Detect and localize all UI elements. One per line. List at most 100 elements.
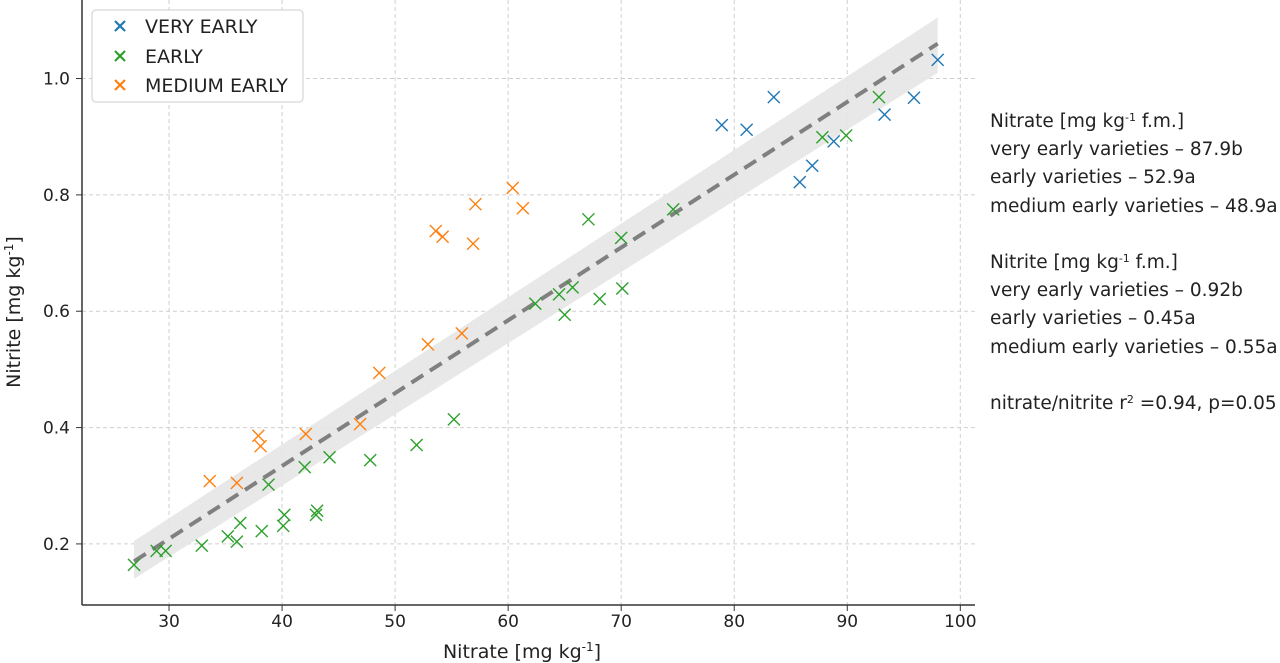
- data-point-early: [309, 508, 323, 522]
- data-point-very-early: [931, 53, 945, 67]
- marker-stroke: [447, 412, 461, 426]
- y-tick-label: 0.4: [43, 419, 70, 439]
- data-point-early: [581, 212, 595, 226]
- marker-stroke: [827, 134, 841, 148]
- data-point-early: [872, 90, 886, 104]
- marker-stroke: [309, 508, 323, 522]
- data-point-medium-early: [353, 417, 367, 431]
- data-point-early: [839, 129, 853, 143]
- legend-box: [91, 9, 304, 103]
- x-tick-label: 50: [384, 612, 406, 632]
- marker-stroke: [114, 20, 126, 32]
- marker-stroke: [552, 287, 566, 301]
- marker-stroke: [793, 175, 807, 189]
- data-point-early: [615, 282, 629, 296]
- marker-stroke: [931, 53, 945, 67]
- data-point-early: [150, 544, 164, 558]
- data-point-very-early: [715, 118, 729, 132]
- marker-stroke: [255, 524, 269, 538]
- data-point-early: [255, 524, 269, 538]
- data-point-early: [666, 202, 680, 216]
- nitrite-stat-line: early varieties – 0.45a: [990, 308, 1196, 330]
- data-point-medium-early: [203, 474, 217, 488]
- marker-stroke: [468, 197, 482, 211]
- marker-stroke: [767, 90, 781, 104]
- y-tick-label: 0.6: [43, 302, 70, 322]
- marker-stroke: [262, 478, 276, 492]
- data-point-very-early: [878, 108, 892, 122]
- data-point-early: [262, 478, 276, 492]
- y-tick-label: 0.2: [43, 535, 70, 555]
- marker-stroke: [251, 429, 265, 443]
- marker-stroke: [299, 427, 313, 441]
- data-point-medium-early: [230, 476, 244, 490]
- data-point-early: [558, 308, 572, 322]
- marker-stroke: [907, 91, 921, 105]
- marker-stroke: [310, 504, 324, 518]
- data-point-medium-early: [468, 197, 482, 211]
- y-axis-label: Nitrite [mg kg-1]: [2, 236, 25, 388]
- data-point-medium-early: [251, 429, 265, 443]
- marker-stroke: [516, 201, 530, 215]
- data-point-medium-early: [516, 201, 530, 215]
- x-tick-label: 70: [610, 612, 632, 632]
- marker-stroke: [298, 460, 312, 474]
- nitrite-stats-header: Nitrite [mg kg-1 f.m.]: [990, 252, 1178, 273]
- nitrite-stats-block: Nitrite [mg kg-1 f.m.] very early variet…: [990, 249, 1278, 362]
- data-point-early: [323, 450, 337, 464]
- data-point-medium-early: [466, 237, 480, 251]
- x-tick-label: 80: [723, 612, 745, 632]
- marker-stroke: [221, 529, 235, 543]
- marker-stroke: [203, 474, 217, 488]
- data-point-early: [410, 438, 424, 452]
- data-point-medium-early: [254, 439, 268, 453]
- legend-marker-very-early: [114, 20, 126, 32]
- legend-marker-early: [114, 50, 126, 62]
- marker-stroke: [566, 280, 580, 294]
- marker-stroke: [230, 476, 244, 490]
- axes: [76, 0, 975, 611]
- marker-stroke: [506, 181, 520, 195]
- data-point-early: [230, 535, 244, 549]
- x-tick-label: 60: [497, 612, 519, 632]
- marker-stroke: [528, 297, 542, 311]
- data-point-early: [363, 453, 377, 467]
- data-point-very-early: [907, 91, 921, 105]
- legend-label-very-early: VERY EARLY: [145, 16, 258, 38]
- marker-stroke: [363, 453, 377, 467]
- regression-line: [132, 41, 939, 564]
- data-point-very-early: [740, 123, 754, 137]
- marker-stroke: [372, 366, 386, 380]
- marker-stroke: [805, 159, 819, 173]
- marker-stroke: [353, 417, 367, 431]
- marker-stroke: [740, 123, 754, 137]
- x-tick-label: 90: [836, 612, 858, 632]
- confidence-band-layer: [133, 17, 938, 579]
- data-point-medium-early: [299, 427, 313, 441]
- data-point-early: [593, 292, 607, 306]
- marker-stroke: [615, 282, 629, 296]
- confidence-band: [133, 17, 938, 579]
- data-point-very-early: [827, 134, 841, 148]
- legend-markers: [114, 20, 126, 91]
- nitrate-stat-line: early varieties – 52.9a: [990, 167, 1196, 189]
- data-point-early: [221, 529, 235, 543]
- marker-stroke: [666, 202, 680, 216]
- data-point-early: [614, 231, 628, 245]
- marker-stroke: [466, 237, 480, 251]
- x-tick-label: 40: [271, 612, 293, 632]
- legend-label-early: EARLY: [145, 46, 203, 68]
- marker-stroke: [815, 130, 829, 144]
- marker-stroke: [614, 231, 628, 245]
- marker-stroke: [233, 516, 247, 530]
- data-point-early: [447, 412, 461, 426]
- marker-stroke: [593, 292, 607, 306]
- data-points: [127, 53, 945, 572]
- data-point-very-early: [793, 175, 807, 189]
- marker-stroke: [410, 438, 424, 452]
- marker-stroke: [715, 118, 729, 132]
- gridlines: [82, 0, 975, 605]
- data-point-medium-early: [506, 181, 520, 195]
- nitrite-stat-line: medium early varieties – 0.55a: [990, 336, 1278, 358]
- x-tick-label: 30: [158, 612, 180, 632]
